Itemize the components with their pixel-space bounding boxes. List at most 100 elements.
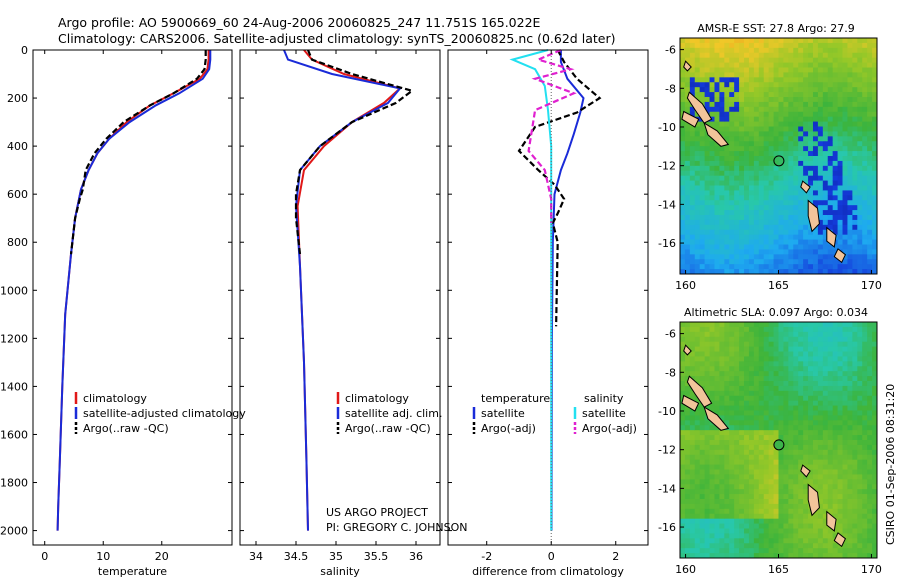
map-cell — [729, 430, 735, 436]
map-cell — [719, 479, 725, 485]
map-cell — [788, 513, 794, 520]
map-cell — [689, 499, 696, 505]
map-cell — [783, 479, 789, 485]
map-cell — [783, 395, 789, 402]
map-cell — [734, 269, 740, 275]
map-cell — [763, 341, 770, 347]
map-cell — [734, 410, 740, 416]
map-cell — [739, 376, 745, 382]
map-cell — [739, 553, 745, 559]
map-cell — [763, 229, 770, 236]
map-cell — [803, 146, 809, 152]
map-cell — [714, 205, 720, 211]
map-cell — [753, 356, 760, 362]
map-cell — [817, 156, 824, 162]
map-cell — [852, 336, 858, 343]
map-cell — [758, 97, 765, 103]
map-cell — [768, 444, 774, 451]
map-cell — [793, 464, 799, 470]
map-cell — [694, 356, 701, 362]
map-cell — [842, 533, 848, 539]
map-cell — [842, 146, 848, 152]
map-cell — [684, 430, 691, 436]
map-cell — [827, 331, 834, 338]
map-cell — [783, 420, 789, 426]
map-cell — [793, 82, 799, 88]
map-cell — [857, 366, 863, 372]
map-cell — [714, 494, 720, 500]
map-cell — [729, 499, 735, 505]
map-cell — [822, 385, 829, 392]
map-cell — [803, 165, 809, 172]
map-cell — [719, 264, 725, 270]
map-cell — [694, 444, 701, 451]
map-cell — [694, 239, 701, 245]
map-cell — [852, 62, 858, 68]
map-cell — [768, 494, 774, 500]
map-cell — [734, 52, 740, 59]
map-cell — [753, 494, 760, 500]
map-cell — [783, 165, 789, 172]
map-cell — [867, 165, 873, 172]
map-cell — [793, 385, 799, 392]
map-cell — [788, 151, 794, 157]
map-cell — [714, 518, 720, 524]
map-cell — [822, 215, 829, 221]
map-cell — [714, 244, 720, 250]
map-cell — [768, 210, 774, 216]
map-cell — [689, 165, 696, 172]
map-cell — [862, 390, 868, 397]
map-cell — [778, 67, 784, 73]
map-cell — [778, 151, 784, 157]
argo-float-marker — [773, 155, 785, 167]
map-cell — [709, 180, 715, 186]
map-cell — [753, 101, 760, 108]
map-cell — [872, 454, 878, 461]
map-cell — [803, 190, 809, 196]
map-cell — [694, 420, 701, 426]
map-cell — [808, 195, 814, 201]
map-cell — [847, 156, 853, 162]
map-cell — [827, 474, 834, 480]
map-cell — [704, 346, 710, 352]
map-cell — [852, 126, 858, 132]
map-cell — [758, 361, 765, 367]
map-cell — [773, 121, 779, 127]
map-cell — [758, 508, 765, 515]
map-cell — [748, 269, 755, 275]
map-cell — [689, 195, 696, 201]
map-cell — [822, 351, 829, 357]
map-cell — [709, 82, 715, 88]
map-cell — [847, 92, 853, 98]
map-cell — [867, 361, 873, 367]
map-cell — [763, 538, 770, 544]
map-cell — [753, 464, 760, 470]
map-cell — [680, 341, 686, 347]
map-cell — [837, 151, 843, 157]
map-cell — [763, 356, 770, 362]
map-cell — [822, 523, 829, 529]
map-cell — [798, 259, 804, 265]
map-cell — [763, 52, 770, 59]
map-cell — [817, 484, 824, 490]
map-cell — [793, 249, 799, 255]
map-cell — [808, 165, 814, 172]
map-cell — [694, 264, 701, 270]
map-cell — [704, 489, 710, 495]
map-cell — [680, 42, 686, 49]
map-cell — [803, 420, 809, 426]
map-cell — [867, 131, 873, 137]
map-cell — [827, 533, 834, 539]
map-cell — [704, 528, 710, 534]
map-cell — [837, 381, 843, 387]
map-cell — [768, 185, 774, 191]
map-cell — [862, 234, 868, 240]
map-cell — [699, 244, 706, 250]
map-cell — [773, 47, 779, 54]
map-cell — [808, 533, 814, 539]
y-tick-label: -6 — [665, 328, 676, 341]
map-cell — [744, 503, 750, 510]
map-cell — [714, 395, 720, 402]
map-cell — [867, 249, 873, 255]
map-cell — [739, 528, 745, 534]
